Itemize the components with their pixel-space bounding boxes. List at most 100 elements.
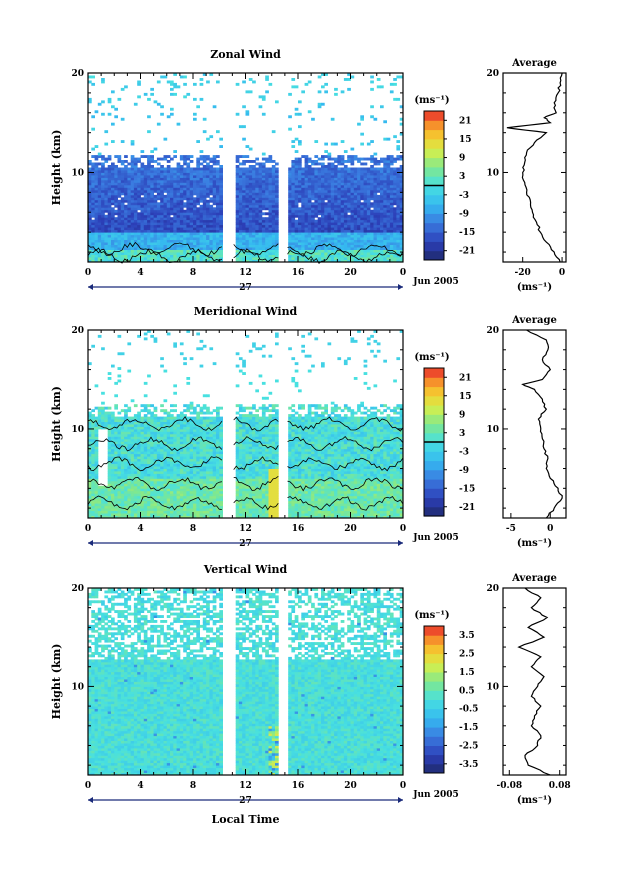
heatmap-cell bbox=[179, 234, 184, 238]
heatmap-cell bbox=[380, 202, 384, 206]
heatmap-cell bbox=[101, 100, 105, 104]
heatmap-cell bbox=[216, 202, 220, 206]
heatmap-cell bbox=[238, 254, 243, 258]
heatmap-cell bbox=[261, 247, 266, 250]
heatmap-cell bbox=[104, 175, 109, 178]
heatmap-cell bbox=[334, 242, 338, 245]
heatmap-cell bbox=[107, 157, 112, 161]
heatmap-cell bbox=[330, 199, 335, 203]
heatmap-cell bbox=[268, 157, 273, 161]
heatmap-cell bbox=[97, 192, 102, 196]
heatmap-cell bbox=[97, 490, 102, 494]
heatmap-cell bbox=[366, 207, 371, 211]
heatmap-cell bbox=[160, 249, 164, 253]
heatmap-cell bbox=[117, 446, 122, 450]
heatmap-cell bbox=[189, 192, 194, 196]
heatmap-cell bbox=[183, 234, 187, 238]
heatmap-cell bbox=[265, 217, 269, 221]
heatmap-cell bbox=[334, 237, 338, 240]
heatmap-cell bbox=[91, 466, 95, 469]
heatmap-cell bbox=[366, 182, 371, 186]
heatmap-cell bbox=[199, 187, 204, 191]
heatmap-cell bbox=[311, 259, 315, 263]
heatmap-cell bbox=[120, 209, 125, 213]
heatmap-cell bbox=[117, 475, 122, 479]
heatmap-cell bbox=[337, 155, 342, 158]
heatmap-cell bbox=[166, 115, 171, 119]
heatmap-cell bbox=[94, 234, 99, 238]
heatmap-cell bbox=[137, 490, 141, 494]
heatmap-cell bbox=[111, 232, 115, 236]
heatmap-cell bbox=[130, 165, 135, 168]
heatmap-cell bbox=[206, 172, 210, 176]
heatmap-cell bbox=[163, 466, 168, 469]
heatmap-cell bbox=[127, 189, 132, 193]
heatmap-cell bbox=[117, 202, 122, 206]
heatmap-cell bbox=[117, 461, 122, 464]
heatmap-cell bbox=[357, 257, 361, 260]
heatmap-cell bbox=[189, 172, 194, 176]
heatmap-cell bbox=[179, 217, 184, 221]
heatmap-cell bbox=[212, 247, 217, 250]
heatmap-cell bbox=[298, 237, 302, 240]
heatmap-cell bbox=[242, 137, 246, 141]
heatmap-cell bbox=[189, 207, 194, 211]
heatmap-cell bbox=[238, 217, 243, 221]
heatmap-cell bbox=[124, 219, 128, 223]
heatmap-cell bbox=[317, 242, 322, 245]
heatmap-cell bbox=[130, 234, 135, 238]
heatmap-cell bbox=[265, 207, 269, 211]
heatmap-cell bbox=[156, 239, 161, 243]
heatmap-cell bbox=[156, 197, 161, 201]
heatmap-cell bbox=[140, 224, 145, 228]
heatmap-cell bbox=[248, 167, 253, 171]
heatmap-cell bbox=[104, 182, 109, 186]
heatmap-cell bbox=[252, 177, 256, 181]
heatmap-cell bbox=[127, 252, 132, 255]
heatmap-cell bbox=[399, 234, 404, 238]
heatmap-cell bbox=[389, 209, 394, 213]
heatmap-cell bbox=[193, 242, 197, 245]
heatmap-cell bbox=[301, 194, 305, 198]
heatmap-cell bbox=[140, 466, 145, 469]
heatmap-cell bbox=[373, 209, 378, 213]
heatmap-cell bbox=[357, 182, 361, 186]
heatmap-cell bbox=[124, 254, 128, 258]
heatmap-cell bbox=[120, 162, 125, 166]
heatmap-cell bbox=[147, 242, 151, 245]
heatmap-cell bbox=[166, 172, 171, 176]
heatmap-cell bbox=[143, 257, 148, 260]
heatmap-cell bbox=[248, 204, 253, 208]
colorbar-band bbox=[424, 250, 444, 261]
heatmap-cell bbox=[163, 244, 168, 248]
heatmap-cell bbox=[238, 184, 243, 188]
heatmap-cell bbox=[124, 189, 128, 193]
heatmap-cell bbox=[383, 184, 387, 188]
heatmap-cell bbox=[111, 219, 115, 223]
heatmap-cell bbox=[111, 167, 115, 171]
heatmap-cell bbox=[111, 105, 115, 109]
heatmap-cell bbox=[327, 249, 332, 253]
heatmap-cell bbox=[396, 147, 401, 151]
heatmap-cell bbox=[104, 508, 109, 511]
heatmap-cell bbox=[111, 468, 115, 472]
heatmap-cell bbox=[235, 189, 240, 193]
heatmap-cell bbox=[275, 187, 279, 191]
heatmap-cell bbox=[163, 428, 168, 432]
heatmap-cell bbox=[340, 252, 345, 255]
heatmap-cell bbox=[330, 229, 335, 233]
heatmap-cell bbox=[324, 229, 328, 233]
heatmap-cell bbox=[235, 239, 240, 243]
heatmap-cell bbox=[366, 172, 371, 176]
heatmap-cell bbox=[156, 505, 161, 509]
heatmap-cell bbox=[317, 229, 322, 233]
heatmap-cell bbox=[327, 167, 332, 171]
heatmap-cell bbox=[163, 493, 168, 497]
heatmap-cell bbox=[137, 513, 141, 516]
heatmap-cell bbox=[137, 160, 141, 163]
heatmap-cell bbox=[327, 184, 332, 188]
heatmap-cell bbox=[311, 160, 315, 163]
heatmap-cell bbox=[130, 162, 135, 166]
heatmap-cell bbox=[209, 170, 214, 173]
